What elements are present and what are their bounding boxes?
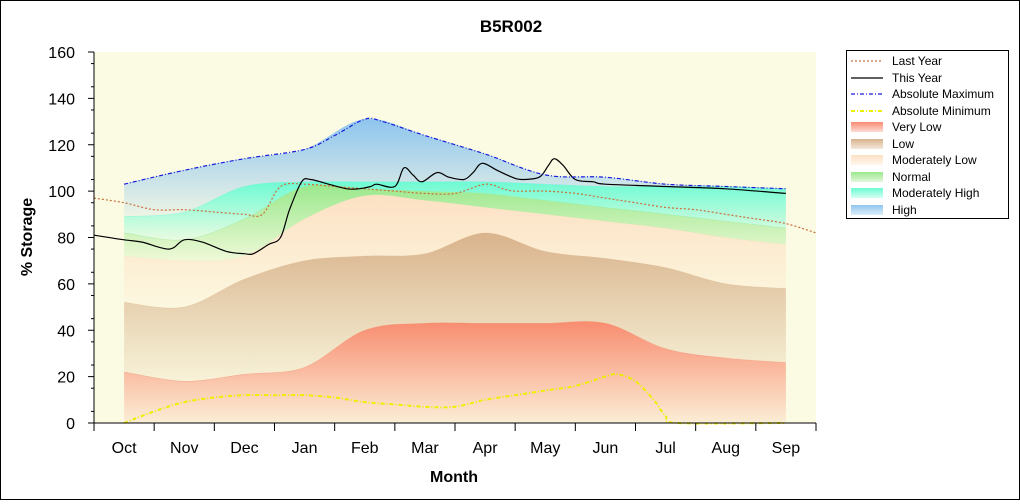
series-layer [93, 117, 817, 425]
legend-item-normal: Normal [851, 169, 1006, 185]
y-tick-label: 140 [48, 91, 75, 108]
x-tick-label: Apr [473, 440, 499, 457]
legend: Last Year This Year Absolute Maximum Absolu… [846, 50, 1009, 219]
x-tick-label: Mar [411, 440, 439, 457]
legend-item-absolute-maximum: Absolute Maximum [851, 86, 1006, 102]
band-very-low [124, 321, 786, 423]
y-axis-label: % Storage [19, 198, 36, 276]
legend-swatch-low [851, 138, 883, 149]
legend-item-last-year: Last Year [851, 53, 1006, 69]
legend-swatch-normal [851, 171, 883, 182]
band-low [124, 232, 786, 382]
legend-label: Absolute Maximum [892, 87, 995, 101]
x-tick-label: Jul [655, 440, 675, 457]
y-tick-label: 100 [48, 184, 75, 201]
legend-label: This Year [892, 70, 943, 85]
legend-label: Very Low [892, 120, 942, 134]
x-tick-label: Feb [351, 440, 379, 457]
band-high [124, 118, 786, 217]
legend-label: Normal [892, 169, 931, 184]
x-tick-label: Dec [230, 440, 258, 457]
legend-swatch-absolute-minimum [851, 109, 883, 112]
series-this-year [93, 158, 786, 256]
legend-swatch-last-year [851, 60, 883, 62]
band-edge-low [124, 232, 786, 309]
band-moderately-high [124, 181, 786, 241]
legend-item-low: Low [851, 136, 1006, 152]
x-tick-label: Oct [112, 440, 137, 457]
legend-swatch-high [851, 204, 883, 215]
band-normal [124, 184, 786, 262]
x-tick-label: Nov [170, 440, 198, 457]
legend-item-high: High [851, 202, 1006, 218]
legend-swatch-moderately-low [851, 155, 883, 165]
legend-label: Moderately High [892, 186, 980, 200]
y-tick-label: 80 [57, 231, 75, 248]
y-tick-label: 0 [66, 416, 75, 433]
legend-item-moderately-low: Moderately Low [851, 152, 1006, 168]
x-tick-label: Jan [292, 440, 318, 457]
x-tick-label: Sep [772, 440, 801, 457]
legend-label: Moderately Low [892, 153, 977, 167]
y-tick-label: 60 [57, 277, 75, 294]
y-tick-label: 160 [48, 45, 75, 62]
legend-label: High [892, 202, 917, 217]
legend-label: Low [892, 136, 915, 151]
bands-layer [124, 118, 786, 423]
y-tick-label: 40 [57, 323, 75, 340]
chart-title: B5R002 [480, 17, 542, 36]
legend-item-moderately-high: Moderately High [851, 185, 1006, 201]
x-axis-label: Month [430, 469, 478, 486]
y-tick-label: 20 [57, 370, 75, 387]
band-edge-high [124, 118, 786, 190]
legend-swatch-this-year [851, 76, 883, 79]
legend-item-absolute-minimum: Absolute Minimum [851, 103, 1006, 119]
x-tick-label: May [530, 440, 560, 457]
legend-swatch-very-low [851, 122, 883, 132]
y-tick-label: 120 [48, 138, 75, 155]
x-tick-label: Aug [712, 440, 740, 457]
legend-item-very-low: Very Low [851, 119, 1006, 135]
legend-swatch-moderately-high [851, 188, 883, 198]
legend-label: Last Year [892, 54, 943, 68]
legend-item-this-year: This Year [851, 70, 1006, 86]
x-tick-label: Jun [593, 440, 619, 457]
axes-layer: 0 20 40 60 80 100 120 140 160 Oct Nov Dec Jan Feb Mar A… [48, 45, 817, 457]
series-absolute-minimum [123, 373, 786, 425]
legend-label: Absolute Minimum [892, 103, 991, 118]
legend-swatch-absolute-maximum [851, 93, 883, 95]
series-absolute-maximum [123, 117, 786, 190]
